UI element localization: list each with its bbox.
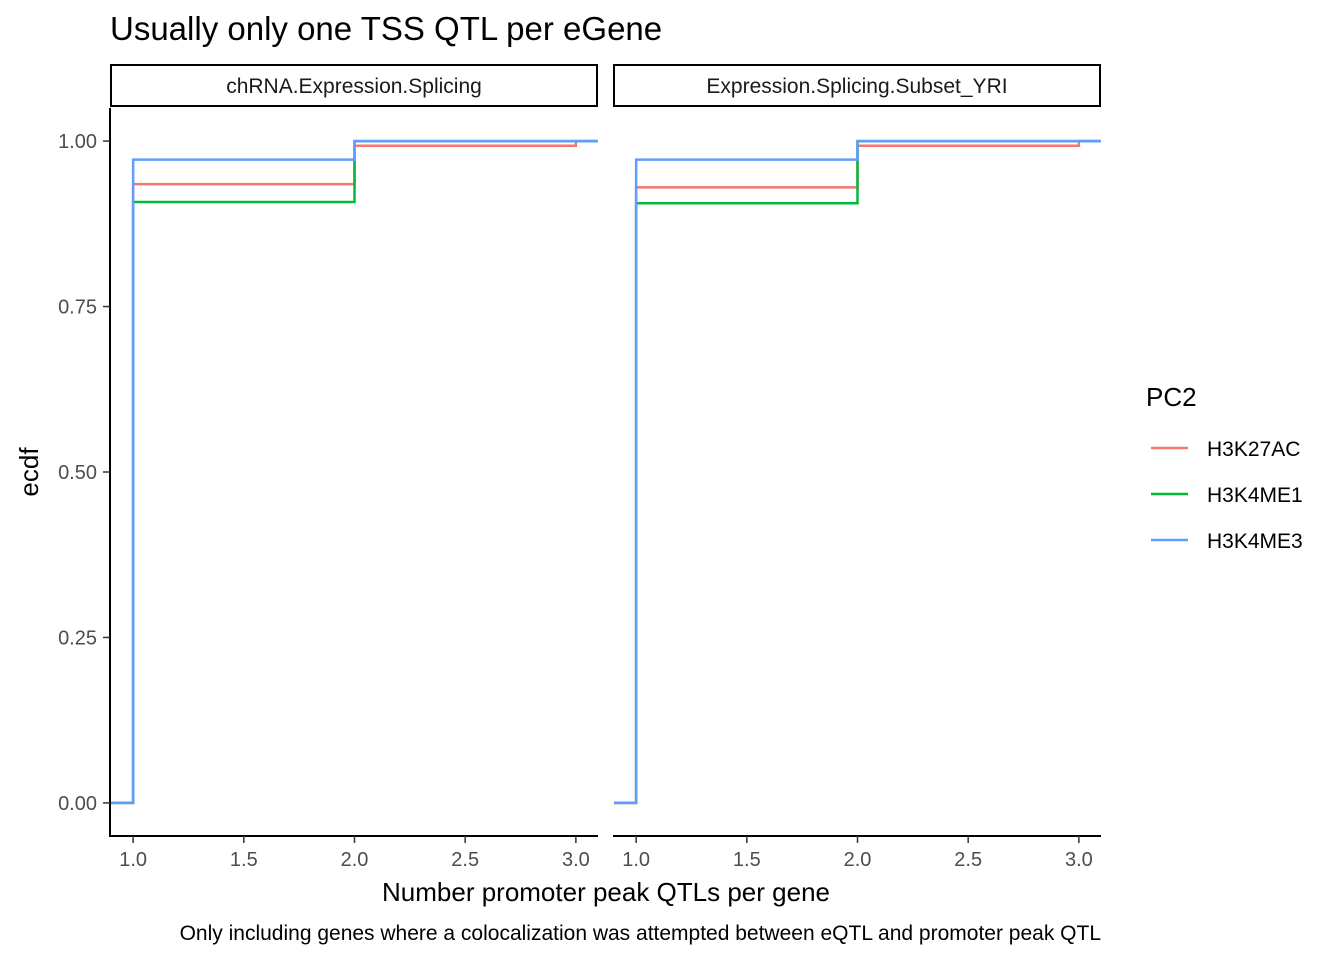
- legend-title: PC2: [1146, 382, 1197, 412]
- legend: PC2 H3K27AC H3K4ME1 H3K4ME3: [1146, 382, 1303, 553]
- y-tick-label: 0.25: [58, 627, 97, 649]
- ecdf-line-h3k27ac-facet-1: [614, 139, 1101, 805]
- x-tick-label: 1.5: [230, 849, 258, 871]
- y-ticks: 0.00 0.25 0.50 0.75 1.00: [58, 131, 110, 815]
- ecdf-line-h3k27ac-facet-0: [111, 139, 598, 805]
- ecdf-line-h3k4me1-facet-1: [614, 139, 1101, 805]
- chart-caption: Only including genes where a colocalizat…: [180, 922, 1101, 945]
- x-axis-title: Number promoter peak QTLs per gene: [382, 877, 830, 907]
- y-tick-label: 1.00: [58, 131, 97, 153]
- facet-strip-1: [613, 64, 1101, 107]
- facet-series-0: [111, 139, 598, 805]
- chart-title: Usually only one TSS QTL per eGene: [110, 10, 662, 47]
- y-axis-title: ecdf: [14, 447, 44, 497]
- x-tick-label: 1.0: [119, 849, 147, 871]
- legend-entries: H3K27AC H3K4ME1 H3K4ME3: [1151, 438, 1303, 553]
- facet-panel-0: chRNA.Expression.Splicing 1.0 1.5 2.0 2.5 3.…: [58, 64, 598, 871]
- legend-label-h3k27ac: H3K27AC: [1207, 438, 1300, 461]
- x-tick-label: 1.0: [622, 849, 650, 871]
- y-tick-label: 0.00: [58, 793, 97, 815]
- ecdf-line-h3k4me3-facet-0: [111, 139, 598, 805]
- facet-strip-label-0: chRNA.Expression.Splicing: [226, 75, 482, 98]
- facet-strip-label-1: Expression.Splicing.Subset_YRI: [706, 75, 1007, 98]
- y-tick-label: 0.75: [58, 297, 97, 319]
- legend-label-h3k4me3: H3K4ME3: [1207, 530, 1303, 553]
- x-tick-label: 1.5: [733, 849, 761, 871]
- x-tick-label: 2.5: [451, 849, 479, 871]
- x-ticks-1: 1.0 1.5 2.0 2.5 3.0: [622, 836, 1093, 871]
- ecdf-line-h3k4me1-facet-0: [111, 139, 598, 805]
- x-tick-label: 2.0: [341, 849, 369, 871]
- ecdf-line-h3k4me3-facet-1: [614, 139, 1101, 805]
- facet-series-1: [614, 139, 1101, 805]
- y-tick-label: 0.50: [58, 462, 97, 484]
- facet-strip-0: [110, 64, 598, 107]
- x-ticks-0: 1.0 1.5 2.0 2.5 3.0: [119, 836, 590, 871]
- x-tick-label: 3.0: [562, 849, 590, 871]
- x-tick-label: 3.0: [1065, 849, 1093, 871]
- x-tick-label: 2.5: [954, 849, 982, 871]
- legend-label-h3k4me1: H3K4ME1: [1207, 484, 1303, 507]
- x-tick-label: 2.0: [844, 849, 872, 871]
- facet-panel-1: Expression.Splicing.Subset_YRI 1.0 1.5 2.0…: [613, 64, 1101, 871]
